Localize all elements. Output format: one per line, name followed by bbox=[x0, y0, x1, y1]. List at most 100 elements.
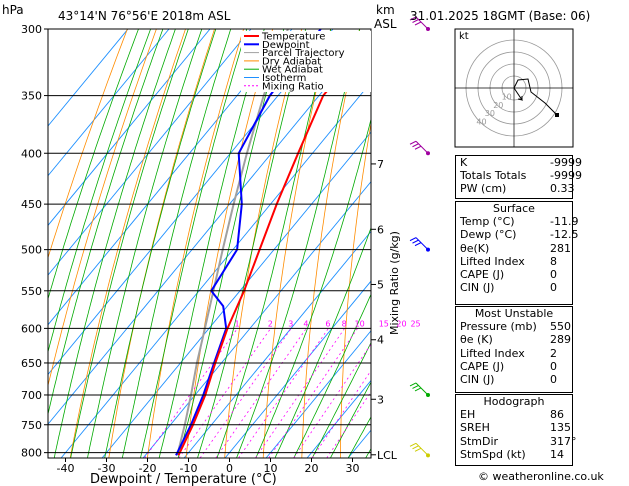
legend-label: Isotherm bbox=[262, 73, 306, 84]
row-value: 281 bbox=[550, 241, 571, 255]
row-value: 0 bbox=[550, 267, 557, 281]
table-row: EH 86 bbox=[456, 408, 572, 421]
dry-adiabat-line bbox=[224, 29, 303, 458]
legend-label: Wet Adiabat bbox=[262, 65, 323, 76]
wet-adiabat-line bbox=[121, 29, 232, 458]
row-label: Temp (°C) bbox=[460, 215, 515, 229]
wind-barb bbox=[409, 442, 430, 458]
isotherm-line bbox=[224, 280, 371, 458]
row-value: 317° bbox=[550, 434, 577, 448]
wet-adiabat-line bbox=[255, 117, 371, 458]
datetime-title: 31.01.2025 18GMT (Base: 06) bbox=[410, 9, 590, 23]
mixing-ratio-line bbox=[255, 328, 345, 458]
dry-adiabat-line bbox=[587, 29, 611, 458]
isotherm-line bbox=[48, 31, 371, 425]
plot-frame bbox=[47, 28, 372, 459]
dry-adiabat-line bbox=[301, 29, 361, 458]
table-row: CIN (J) 0 bbox=[456, 281, 572, 294]
row-value: -12.5 bbox=[550, 228, 579, 242]
wet-adiabat-line bbox=[216, 29, 332, 458]
grid-lines bbox=[48, 29, 611, 458]
wet-adiabat-line bbox=[87, 29, 203, 458]
km-tick-label: 3 bbox=[377, 393, 384, 406]
legend-label: Temperature bbox=[261, 32, 325, 43]
temp-tick-label: 0 bbox=[226, 462, 233, 475]
wet-adiabat-line bbox=[311, 341, 371, 458]
table-row: SREH 135 bbox=[456, 421, 572, 434]
temp-tick-label: 20 bbox=[305, 462, 319, 475]
row-value: 0.33 bbox=[550, 182, 575, 196]
hodograph-ring-label: 20 bbox=[493, 101, 503, 110]
wet-adiabat-line bbox=[70, 29, 189, 458]
most-unstable-title: Most Unstable bbox=[474, 307, 554, 320]
dry-adiabat-line bbox=[147, 29, 244, 458]
row-value: 2 bbox=[550, 346, 557, 360]
isotherm-line bbox=[183, 230, 371, 458]
table-row: Temp (°C) -11.9 bbox=[456, 215, 578, 229]
temp-tick-label: -10 bbox=[180, 462, 198, 475]
isotherm-line bbox=[48, 29, 293, 326]
row-value: 8 bbox=[550, 254, 557, 268]
legend-label: Mixing Ratio bbox=[262, 81, 324, 92]
dry-adiabat-line bbox=[185, 29, 274, 458]
dewpoint-line bbox=[175, 29, 322, 456]
row-label: SREH bbox=[460, 421, 490, 435]
wet-adiabat-line bbox=[236, 29, 360, 458]
pressure-tick-label: 600 bbox=[21, 322, 42, 335]
hodograph-stats-panel: Hodograph EH 86 SREH 135 StmDir 317° StmSpd (k… bbox=[455, 394, 577, 466]
mixing-ratio-line bbox=[215, 328, 307, 458]
x-axis-title: Dewpoint / Temperature (°C) bbox=[90, 472, 277, 486]
wet-adiabat-line bbox=[158, 29, 265, 458]
dry-adiabat-line bbox=[416, 29, 447, 458]
table-row: CAPE (J) 0 bbox=[456, 360, 572, 373]
mixing-ratio-label: 20 bbox=[396, 319, 406, 328]
table-row: θe (K) 289 bbox=[456, 333, 572, 346]
temp-tick-label: -30 bbox=[98, 462, 116, 475]
wind-barb bbox=[409, 16, 430, 31]
hodograph-stats-title: Hodograph bbox=[483, 395, 545, 408]
mixing-ratio-label: 4 bbox=[303, 319, 308, 328]
dry-adiabat-line bbox=[48, 29, 157, 388]
row-value: -9999 bbox=[550, 156, 582, 169]
footer-credit[interactable]: © weatheronline.co.uk bbox=[478, 470, 604, 483]
row-label: θe(K) bbox=[460, 241, 490, 255]
table-row: StmSpd (kt) 14 bbox=[456, 448, 572, 461]
row-value: 289 bbox=[550, 333, 571, 347]
dry-adiabat-line bbox=[108, 29, 215, 458]
row-value: 0 bbox=[550, 359, 557, 373]
pressure-tick-label: 800 bbox=[21, 447, 42, 460]
mixing-ratio-line bbox=[178, 328, 272, 458]
most-unstable-panel: Most Unstable Pressure (mb) 550 θe (K) 289 L… bbox=[455, 306, 573, 393]
mixing-ratio-label: 1 bbox=[234, 319, 239, 328]
table-row: Totals Totals -9999 bbox=[456, 169, 582, 182]
isotherm-line bbox=[265, 330, 371, 458]
mixing-ratio-label: 25 bbox=[410, 319, 420, 328]
mixing-ratio-line bbox=[268, 328, 358, 458]
wet-adiabat-line bbox=[48, 29, 151, 354]
hodograph-ring-label: 30 bbox=[485, 109, 495, 118]
row-label: CAPE (J) bbox=[460, 267, 505, 281]
isotherm-line bbox=[101, 131, 371, 458]
hodograph-ring-label: 10 bbox=[502, 92, 512, 101]
mixing-ratio-label: 10 bbox=[355, 319, 365, 328]
legend-box bbox=[241, 31, 371, 92]
surface-title: Surface bbox=[493, 202, 535, 215]
mixing-ratio-label: 8 bbox=[342, 319, 347, 328]
pressure-tick-label: 450 bbox=[21, 198, 42, 211]
mixing-ratio-line bbox=[199, 328, 292, 458]
table-row: Lifted Index 8 bbox=[456, 255, 572, 268]
legend-label: Dry Adiabat bbox=[262, 56, 321, 67]
asl-label: ASL bbox=[374, 17, 397, 31]
row-label: θe (K) bbox=[460, 333, 493, 347]
wet-adiabat-line bbox=[53, 29, 176, 458]
mixing-ratio-label: 3 bbox=[288, 319, 293, 328]
row-label: CIN (J) bbox=[460, 372, 495, 386]
mixing-ratio-line bbox=[326, 391, 371, 458]
table-row: Pressure (mb) 550 bbox=[456, 320, 572, 333]
wet-adiabat-line bbox=[48, 29, 139, 301]
km-tick-label: 5 bbox=[377, 278, 384, 291]
pressure-tick-label: 650 bbox=[21, 357, 42, 370]
